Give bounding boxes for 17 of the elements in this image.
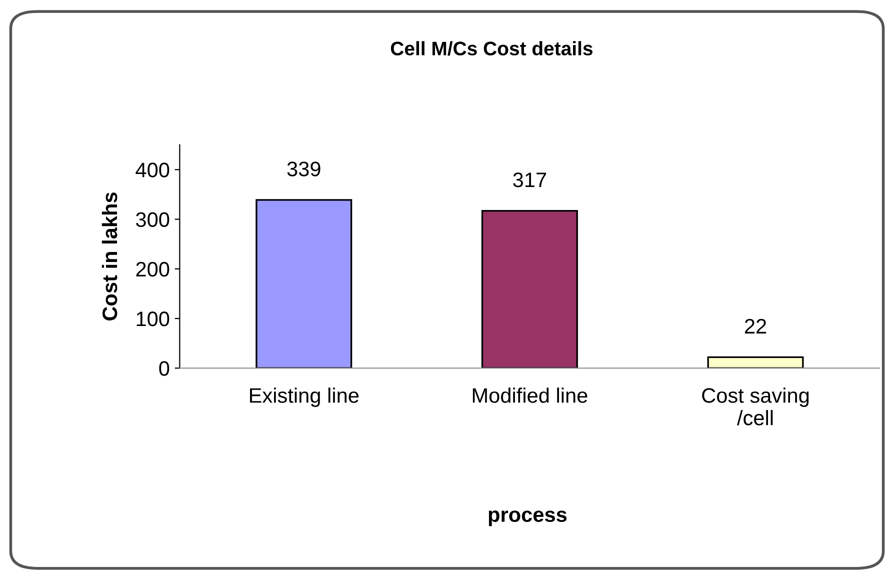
y-tick-label: 0: [159, 361, 170, 376]
y-tick-label: 100: [136, 312, 170, 326]
x-tick-label: Modified line: [472, 388, 588, 403]
data-label: 339: [287, 162, 320, 176]
data-label: 317: [513, 172, 546, 188]
bar: [256, 199, 352, 368]
y-axis-title: Cost in lakhs: [102, 192, 118, 320]
x-tick-label: Cost saving /cell: [702, 388, 809, 426]
bar: [707, 356, 804, 368]
y-tick-label: 400: [136, 162, 170, 178]
y-tick-label: 200: [136, 262, 170, 277]
chart-title: Cell M/Cs Cost details: [390, 41, 592, 56]
x-tick-label: Existing line: [250, 388, 359, 407]
data-label: 22: [744, 318, 766, 334]
x-axis-title: process: [488, 510, 567, 526]
bar: [481, 210, 578, 368]
y-tick-label: 300: [136, 212, 170, 228]
